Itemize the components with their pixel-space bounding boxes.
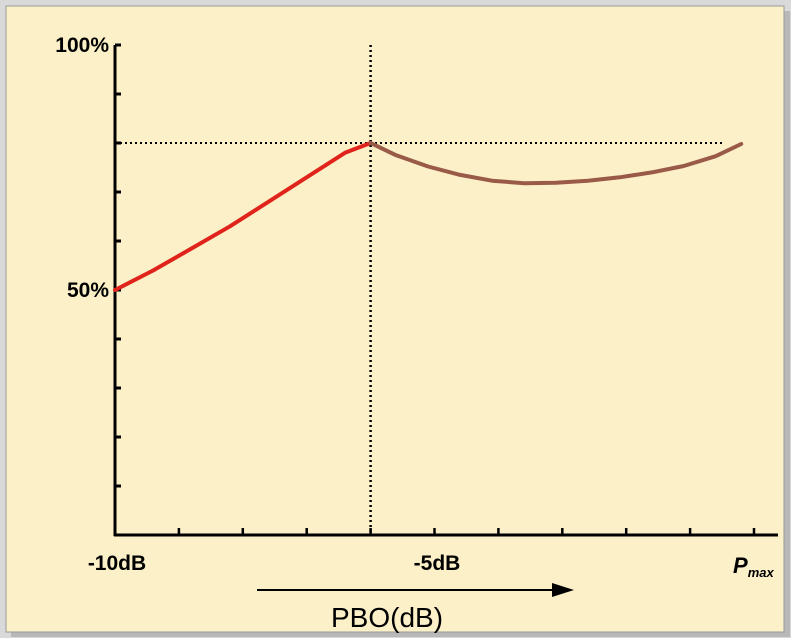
pmax-label-main: P bbox=[733, 553, 748, 578]
x-tick-label-minus-5db: -5dB bbox=[414, 552, 461, 575]
series-line-dip bbox=[368, 141, 744, 186]
series-line-rising bbox=[113, 141, 373, 292]
x-tick-label-pmax: Pmax bbox=[733, 553, 774, 580]
x-tick-label-minus-10db: -10dB bbox=[88, 552, 146, 575]
plot-panel bbox=[5, 5, 785, 633]
y-minor-ticks bbox=[115, 43, 121, 537]
x-axis-title: PBO(dB) bbox=[331, 602, 443, 633]
direction-arrow-head bbox=[552, 583, 574, 597]
pmax-label-subscript: max bbox=[748, 565, 775, 580]
y-tick-label-100: 100% bbox=[55, 34, 109, 57]
y-tick-label-50: 50% bbox=[67, 279, 109, 302]
x-minor-ticks bbox=[113, 528, 756, 535]
